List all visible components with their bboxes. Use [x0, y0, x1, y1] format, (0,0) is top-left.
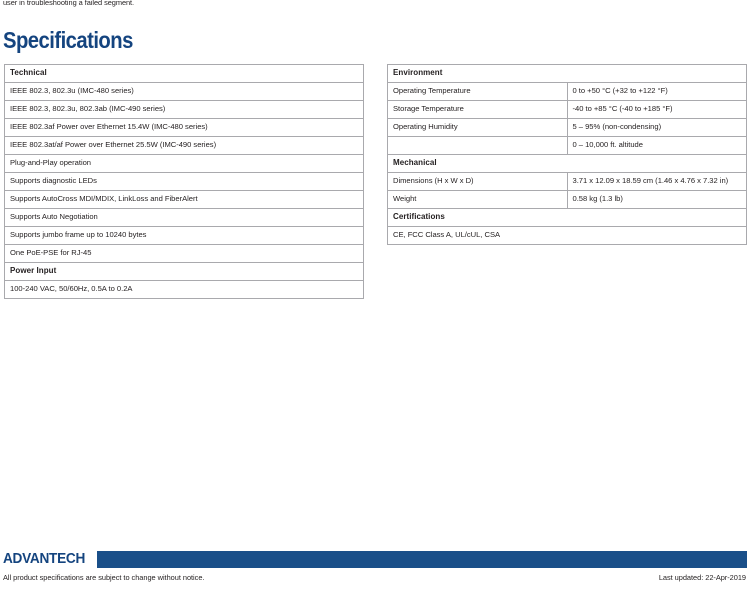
previous-paragraph-fragment: user in troubleshooting a failed segment…	[3, 0, 383, 9]
previous-paragraph-text: user in troubleshooting a failed segment…	[3, 0, 135, 7]
table-row: Dimensions (H x W x D) 3.71 x 12.09 x 18.…	[387, 172, 747, 191]
spec-item: IEEE 802.3, 802.3u (IMC-480 series)	[4, 82, 364, 101]
table-row: Supports diagnostic LEDs	[4, 172, 364, 191]
spec-item: One PoE-PSE for RJ-45	[4, 244, 364, 263]
table-group-row: Power Input	[4, 262, 364, 281]
footer-blue-bar	[97, 551, 747, 568]
spec-item: IEEE 802.3, 802.3u, 802.3ab (IMC-490 ser…	[4, 100, 364, 119]
spec-value: 0 – 10,000 ft. altitude	[566, 136, 747, 155]
group-heading: Technical	[4, 64, 364, 83]
spec-value: -40 to +85 °C (-40 to +185 °F)	[566, 100, 747, 119]
spec-value: 0 to +50 °C (+32 to +122 °F)	[566, 82, 747, 101]
spec-item: Supports diagnostic LEDs	[4, 172, 364, 191]
spec-item: Supports jumbo frame up to 10240 bytes	[4, 226, 364, 245]
spec-item: 100-240 VAC, 50/60Hz, 0.5A to 0.2A	[4, 280, 364, 299]
spec-item: IEEE 802.3at/af Power over Ethernet 25.5…	[4, 136, 364, 155]
table-row: Supports AutoCross MDI/MDIX, LinkLoss an…	[4, 190, 364, 209]
footer-disclaimer: All product specifications are subject t…	[3, 573, 205, 582]
table-group-row: Mechanical	[387, 154, 747, 173]
table-row: Supports jumbo frame up to 10240 bytes	[4, 226, 364, 245]
table-group-row: Environment	[387, 64, 747, 83]
table-row: Supports Auto Negotiation	[4, 208, 364, 227]
table-row: Operating Temperature 0 to +50 °C (+32 to…	[387, 82, 747, 101]
table-row: 0 – 10,000 ft. altitude	[387, 136, 747, 155]
spec-value: 0.58 kg (1.3 lb)	[566, 190, 747, 209]
spec-label: Dimensions (H x W x D)	[387, 172, 568, 191]
table-row: IEEE 802.3at/af Power over Ethernet 25.5…	[4, 136, 364, 155]
table-row: Operating Humidity 5 – 95% (non-condensin…	[387, 118, 747, 137]
spec-value: 5 – 95% (non-condensing)	[566, 118, 747, 137]
group-heading: Environment	[387, 64, 747, 83]
table-row: One PoE-PSE for RJ-45	[4, 244, 364, 263]
table-row: 100-240 VAC, 50/60Hz, 0.5A to 0.2A	[4, 280, 364, 299]
spec-item: Supports Auto Negotiation	[4, 208, 364, 227]
table-row: IEEE 802.3, 802.3u (IMC-480 series)	[4, 82, 364, 101]
group-heading: Power Input	[4, 262, 364, 281]
advantech-logo-text: ADVANTECH	[3, 551, 86, 567]
technical-specifications-table: Technical IEEE 802.3, 802.3u (IMC-480 ser…	[4, 64, 364, 299]
environment-table: Environment Operating Temperature 0 to +50…	[387, 64, 747, 245]
group-heading: Certifications	[387, 208, 747, 227]
table-row: IEEE 802.3af Power over Ethernet 15.4W (…	[4, 118, 364, 137]
advantech-logo: ADVANTECH	[3, 551, 92, 568]
table-row: Storage Temperature -40 to +85 °C (-40 to…	[387, 100, 747, 119]
table-row: CE, FCC Class A, UL/cUL, CSA	[387, 226, 747, 245]
table-row: IEEE 802.3, 802.3u, 802.3ab (IMC-490 ser…	[4, 100, 364, 119]
table-group-row: Technical	[4, 64, 364, 83]
table-row: Plug-and-Play operation	[4, 154, 364, 173]
spec-item: Plug-and-Play operation	[4, 154, 364, 173]
footer-last-updated: Last updated: 22-Apr-2019	[658, 573, 746, 582]
spec-item: CE, FCC Class A, UL/cUL, CSA	[387, 226, 747, 245]
spec-value: 3.71 x 12.09 x 18.59 cm (1.46 x 4.76 x 7…	[566, 172, 747, 191]
table-row: Weight 0.58 kg (1.3 lb)	[387, 190, 747, 209]
spec-label: Weight	[387, 190, 568, 209]
page-title: Specifications	[3, 27, 133, 53]
group-heading: Mechanical	[387, 154, 747, 173]
spec-label	[387, 136, 568, 155]
spec-item: Supports AutoCross MDI/MDIX, LinkLoss an…	[4, 190, 364, 209]
environment-mechanical-certifications-tables: Environment Operating Temperature 0 to +50…	[387, 64, 747, 245]
table-group-row: Certifications	[387, 208, 747, 227]
spec-label: Operating Temperature	[387, 82, 568, 101]
spec-item: IEEE 802.3af Power over Ethernet 15.4W (…	[4, 118, 364, 137]
spec-label: Operating Humidity	[387, 118, 568, 137]
spec-label: Storage Temperature	[387, 100, 568, 119]
